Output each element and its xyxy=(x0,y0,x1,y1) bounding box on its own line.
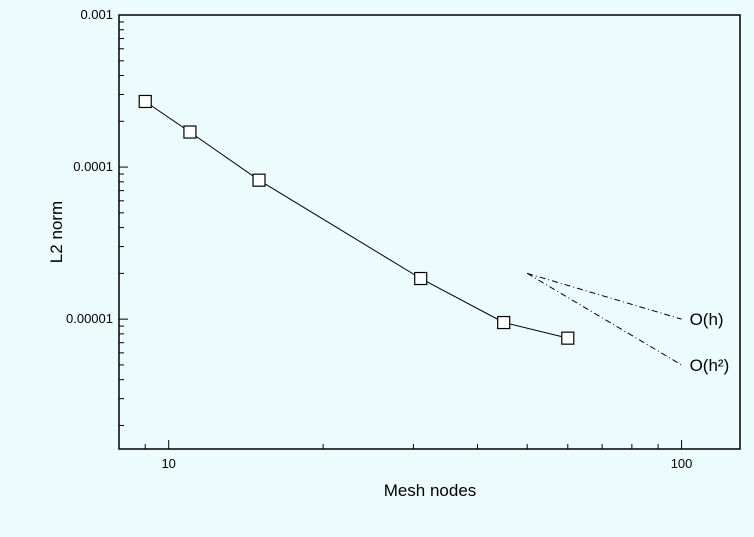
data-point xyxy=(252,173,266,187)
data-point xyxy=(497,315,511,330)
data-point xyxy=(138,94,152,109)
plot-area xyxy=(118,14,741,450)
reference-slope-line xyxy=(526,272,682,366)
axis-ticks xyxy=(118,14,683,449)
x-tick-labels: 10 100 xyxy=(161,456,692,471)
series-markers xyxy=(138,94,575,345)
data-point xyxy=(414,271,428,286)
y-tick-label: 0.00001 xyxy=(66,311,113,326)
reference-slope-lines xyxy=(526,272,682,366)
y-tick-label: 0.001 xyxy=(80,7,113,22)
reference-slope-line xyxy=(527,272,682,320)
x-tick-label: 100 xyxy=(671,456,693,471)
x-axis-title: Mesh nodes xyxy=(384,481,477,500)
data-point xyxy=(561,331,575,345)
reference-slope-labels: O(h) O(h²) xyxy=(690,310,730,375)
series-line xyxy=(144,101,568,339)
data-point xyxy=(183,125,197,139)
y-tick-label: 0.0001 xyxy=(73,159,113,174)
reference-slope-label: O(h²) xyxy=(690,356,730,375)
x-tick-label: 10 xyxy=(161,456,175,471)
y-tick-labels: 0.00001 0.0001 0.001 xyxy=(66,7,113,326)
reference-slope-label: O(h) xyxy=(690,310,724,329)
y-axis-title: L2 norm xyxy=(47,201,66,263)
